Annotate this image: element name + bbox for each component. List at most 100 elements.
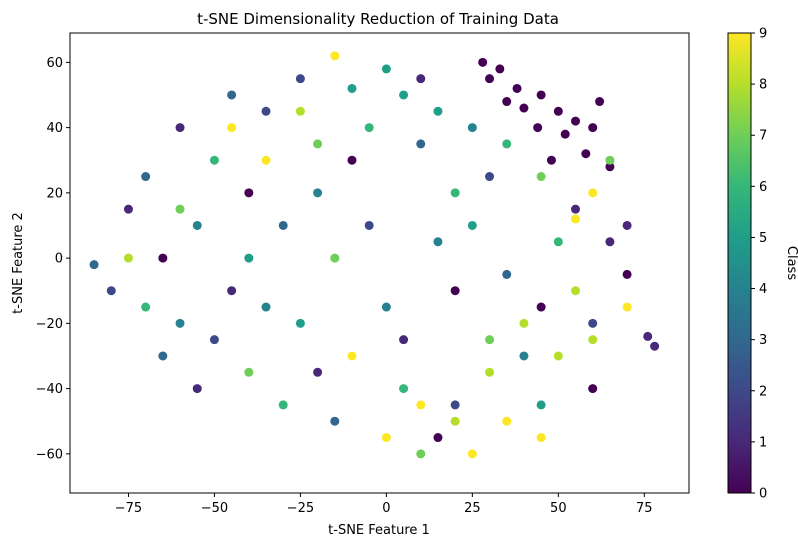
data-point (381, 302, 391, 312)
data-point (89, 260, 99, 270)
data-point (261, 106, 271, 116)
data-point (192, 220, 202, 230)
y-tick-label: −40 (36, 382, 63, 397)
y-axis-ticks: −60 −40 −20 0 20 40 60 (36, 56, 70, 462)
y-axis-label: t-SNE Feature 2 (11, 212, 26, 314)
data-point (588, 123, 598, 133)
data-point (450, 400, 460, 410)
data-point (450, 188, 460, 198)
data-point (158, 253, 168, 263)
colorbar-tick-label: 6 (759, 180, 767, 195)
data-point (192, 384, 202, 394)
data-point (560, 129, 570, 139)
data-point (416, 400, 426, 410)
data-point (502, 416, 512, 426)
x-tick-label: 0 (382, 501, 390, 516)
data-point (278, 400, 288, 410)
data-point (512, 83, 522, 93)
data-point (347, 351, 357, 361)
data-point (295, 74, 305, 84)
data-point (244, 188, 254, 198)
data-point (588, 384, 598, 394)
data-point (347, 155, 357, 165)
data-point (227, 123, 237, 133)
data-point (209, 155, 219, 165)
data-points (89, 51, 660, 459)
x-axis-label: t-SNE Feature 1 (328, 523, 430, 538)
colorbar-gradient (727, 32, 752, 494)
colorbar-tick-label: 9 (759, 27, 767, 42)
data-point (416, 139, 426, 149)
data-point (502, 269, 512, 279)
data-point (106, 286, 116, 296)
data-point (553, 237, 563, 247)
data-point (622, 269, 632, 279)
colorbar: 0 1 2 3 4 5 6 7 8 9 Class (727, 27, 798, 502)
data-point (588, 335, 598, 345)
data-point (571, 116, 581, 126)
data-point (467, 449, 477, 459)
chart-title: t-SNE Dimensionality Reduction of Traini… (197, 10, 559, 28)
data-point (141, 302, 151, 312)
data-point (605, 237, 615, 247)
data-point (595, 97, 605, 107)
data-point (622, 220, 632, 230)
data-point (416, 74, 426, 84)
data-point (536, 400, 546, 410)
data-point (313, 139, 323, 149)
y-tick-label: −60 (36, 447, 63, 462)
data-point (330, 416, 340, 426)
data-point (295, 106, 305, 116)
data-point (502, 97, 512, 107)
data-point (571, 204, 581, 214)
data-point (313, 188, 323, 198)
data-point (536, 172, 546, 182)
colorbar-tick-label: 2 (759, 384, 767, 399)
data-point (433, 433, 443, 443)
data-point (536, 433, 546, 443)
data-point (519, 103, 529, 113)
data-point (495, 64, 505, 74)
data-point (399, 90, 409, 100)
data-point (313, 367, 323, 377)
x-axis-ticks: −75 −50 −25 0 25 50 75 (115, 493, 653, 516)
data-point (478, 57, 488, 67)
colorbar-tick-label: 8 (759, 78, 767, 93)
data-point (546, 155, 556, 165)
data-point (381, 64, 391, 74)
data-point (650, 341, 660, 351)
data-point (141, 172, 151, 182)
data-point (330, 51, 340, 61)
colorbar-tick-label: 4 (759, 282, 767, 297)
data-point (605, 155, 615, 165)
data-point (330, 253, 340, 263)
x-tick-label: 25 (464, 501, 481, 516)
data-point (588, 188, 598, 198)
colorbar-ticks: 0 1 2 3 4 5 6 7 8 9 (751, 27, 767, 502)
data-point (571, 214, 581, 224)
data-point (416, 449, 426, 459)
data-point (450, 286, 460, 296)
colorbar-tick-label: 0 (759, 487, 767, 502)
data-point (485, 172, 495, 182)
data-point (175, 123, 185, 133)
data-point (553, 351, 563, 361)
x-tick-label: −50 (201, 501, 228, 516)
data-point (347, 83, 357, 93)
data-point (433, 106, 443, 116)
data-point (533, 123, 543, 133)
plot-frame (69, 32, 690, 494)
data-point (605, 162, 615, 172)
data-point (209, 335, 219, 345)
data-point (227, 90, 237, 100)
data-point (485, 335, 495, 345)
data-point (244, 253, 254, 263)
colorbar-tick-label: 7 (759, 129, 767, 144)
data-point (244, 367, 254, 377)
colorbar-tick-label: 3 (759, 333, 767, 348)
data-point (278, 220, 288, 230)
data-point (588, 318, 598, 328)
data-point (295, 318, 305, 328)
